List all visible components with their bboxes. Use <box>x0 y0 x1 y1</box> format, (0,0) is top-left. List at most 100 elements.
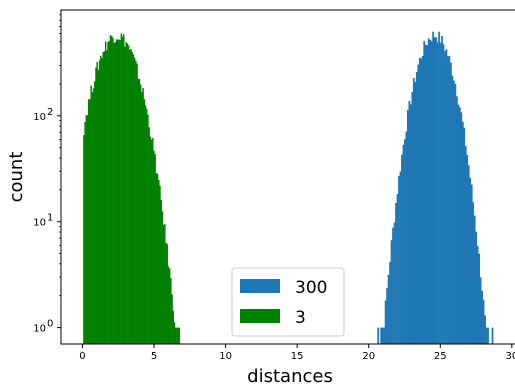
histogram-bar <box>133 57 136 345</box>
histogram-bar <box>389 261 391 344</box>
histogram-bar <box>479 277 482 344</box>
histogram-bar <box>411 91 414 345</box>
histogram-bar <box>435 37 437 344</box>
histogram-bar <box>453 80 455 345</box>
histogram-bar <box>395 203 397 344</box>
histogram-bar <box>115 39 118 344</box>
y-tick-label: 10 <box>33 218 46 229</box>
histogram-bar <box>143 99 146 344</box>
histogram-bar <box>102 51 104 345</box>
x-tick-label: 0 <box>79 351 85 362</box>
bars-layer <box>83 31 494 345</box>
histogram-bar <box>432 31 434 344</box>
x-tick-label: 20 <box>362 351 375 362</box>
histogram-bar <box>417 64 420 344</box>
histogram-bar <box>176 327 178 344</box>
histogram-bar <box>135 60 137 344</box>
histogram-bar <box>101 58 103 344</box>
histogram-bar <box>161 211 164 344</box>
histogram-bar <box>83 134 85 344</box>
histogram-bar <box>174 327 177 344</box>
histogram-bar <box>407 110 409 344</box>
histogram-bar <box>399 171 402 344</box>
x-axis-label: distances <box>247 366 333 387</box>
histogram-bar <box>155 173 158 344</box>
histogram-bar <box>177 327 179 344</box>
histogram-bar <box>404 139 406 344</box>
histogram-bar <box>402 144 405 344</box>
histogram-bar <box>454 83 457 345</box>
histogram-bar <box>481 290 483 344</box>
histogram-bar <box>426 45 429 345</box>
histogram-bar <box>447 56 449 344</box>
legend-label-3: 3 <box>295 308 306 328</box>
histogram-bar <box>461 121 464 344</box>
histogram-bar <box>436 42 439 345</box>
histogram-bar <box>414 81 417 344</box>
histogram-bar <box>88 99 90 345</box>
histogram-bar <box>100 55 102 344</box>
legend: 300 3 <box>231 267 345 337</box>
plot-frame <box>60 9 515 345</box>
histogram-bar <box>121 36 124 345</box>
histogram-bar <box>384 300 387 344</box>
histogram-bar <box>109 35 112 345</box>
histogram-bar <box>381 327 384 344</box>
histogram-bar <box>152 138 154 344</box>
histogram-bar <box>156 173 159 344</box>
histogram-bar <box>145 108 148 344</box>
histogram-bar <box>478 253 481 344</box>
histogram-bar <box>126 43 129 344</box>
histogram-bar <box>396 194 399 344</box>
histogram-bar <box>97 69 100 344</box>
histogram-bar <box>392 227 394 344</box>
histogram-bar <box>149 136 152 344</box>
histogram-bar <box>94 81 96 344</box>
histogram-bar <box>172 310 175 344</box>
histogram-bar <box>387 274 390 344</box>
histogram-bar <box>160 199 162 344</box>
histogram-bar <box>110 36 113 345</box>
legend-label-300: 300 <box>295 278 327 298</box>
histogram-bar <box>137 78 139 344</box>
histogram-bar <box>401 154 403 344</box>
histogram-bar <box>386 288 388 344</box>
histogram-bar <box>470 184 473 344</box>
histogram-bar <box>476 246 479 344</box>
histogram-bar <box>95 67 97 344</box>
histogram-bar <box>153 150 155 344</box>
histogram-bar <box>91 92 94 344</box>
histogram-bar <box>420 58 423 345</box>
histogram-bar <box>466 155 469 344</box>
histogram-bar <box>112 37 114 345</box>
histogram-bar <box>113 43 115 345</box>
histogram-bar <box>162 225 165 344</box>
histogram-bar <box>405 131 408 344</box>
histogram-bar <box>136 63 138 344</box>
histogram-bar <box>129 50 131 344</box>
x-tick-label: 30 <box>505 351 515 362</box>
histogram-bar <box>445 49 448 345</box>
histogram-bar <box>460 112 463 344</box>
histogram-bar <box>178 327 181 344</box>
histogram-bar <box>469 177 472 344</box>
histogram-bar <box>475 231 478 344</box>
histogram-bar <box>472 202 475 344</box>
histogram-bar <box>114 42 117 344</box>
histogram-bar <box>409 104 412 344</box>
histogram-bar <box>467 165 470 344</box>
histogram-bar <box>167 266 170 344</box>
histogram-bar <box>150 139 153 344</box>
histogram-bar <box>86 115 89 345</box>
histogram-bar <box>164 223 166 344</box>
y-tick-exponent: 2 <box>47 107 53 118</box>
histogram-bar <box>429 39 432 344</box>
histogram-bar <box>124 46 126 344</box>
histogram-bar <box>380 327 383 344</box>
histogram-bar <box>147 114 149 345</box>
histogram-bar <box>485 327 488 344</box>
histogram-bar <box>84 121 86 345</box>
histogram-bar <box>125 42 127 345</box>
histogram-bar <box>439 42 442 345</box>
